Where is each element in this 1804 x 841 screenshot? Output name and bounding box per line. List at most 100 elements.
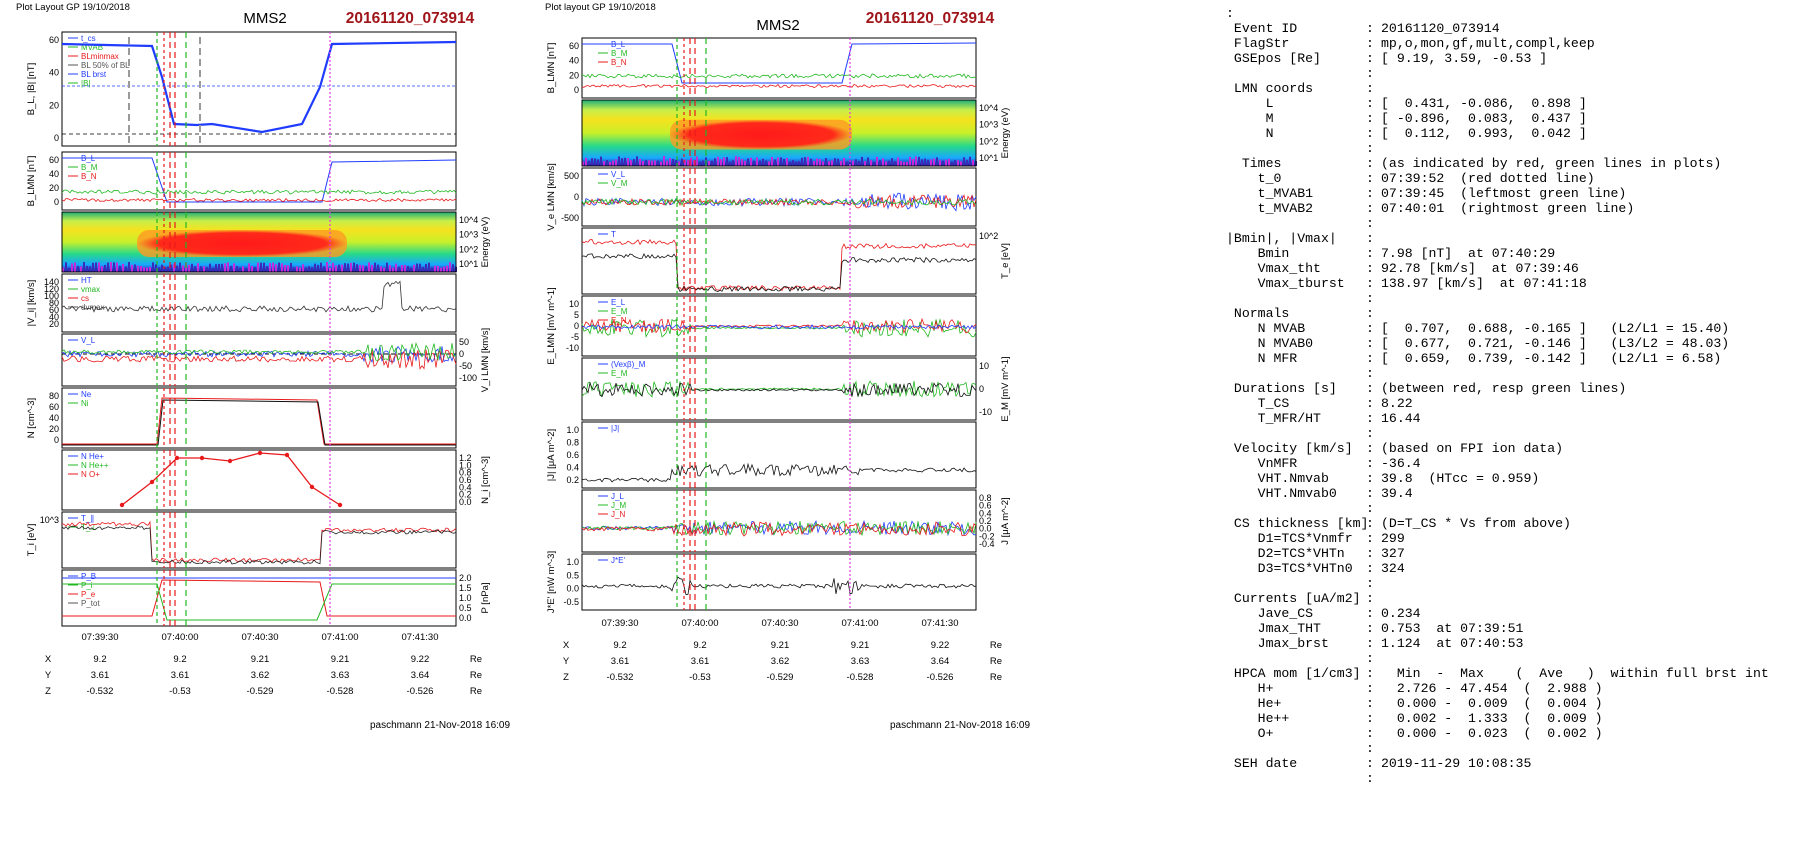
right-p1-noise-stripe <box>807 156 809 166</box>
right-p1-noise-stripe <box>711 160 713 166</box>
left-p2-noise-stripe <box>182 265 184 272</box>
left-p2-noise-stripe <box>290 262 292 272</box>
right-p2-ylabel: V_e LMN [km/s] <box>546 163 557 231</box>
right-pos-unit: Re <box>990 672 1002 683</box>
left-p-i-line <box>62 579 456 617</box>
summary-colon: : <box>1366 441 1374 456</box>
left-p5-tick-label: 20 <box>49 424 59 434</box>
left-p2-tick-label: 10^3 <box>459 230 478 240</box>
right-p1-noise-stripe <box>822 161 824 166</box>
right-p5-frame <box>581 357 977 421</box>
summary-colon: : <box>1366 111 1374 126</box>
summary-colon: : <box>1366 261 1374 276</box>
summary-colon: : <box>1366 681 1374 696</box>
right-pos-value: -0.529 <box>767 672 794 683</box>
left-p2-noise-stripe <box>203 266 205 272</box>
left-p2-noise-stripe <box>80 266 82 272</box>
right-p1-noise-stripe <box>660 161 662 166</box>
left-p2-noise-stripe <box>173 263 175 272</box>
summary-key: He+ <box>1226 696 1282 711</box>
left-p2-noise-stripe <box>68 267 70 272</box>
right-p1-noise-stripe <box>750 157 752 166</box>
right-p1-noise-stripe <box>615 159 617 166</box>
left-p2-noise-stripe <box>377 264 379 272</box>
summary-value: 299 <box>1381 531 1405 546</box>
left-p2-noise-stripe <box>257 262 259 272</box>
right-p1-tick-label: 10^4 <box>979 103 998 113</box>
right-p6-tick-label: 0.4 <box>566 463 579 473</box>
summary-value: 2019-11-29 10:08:35 <box>1381 756 1532 771</box>
left-p3-legend-entry: vmax <box>81 285 100 294</box>
left-p2-noise-stripe <box>425 263 427 272</box>
right-p1-noise-stripe <box>810 158 812 166</box>
summary-key: GSEpos [Re] <box>1226 51 1321 66</box>
right-p7-tick-label: 0.4 <box>979 508 992 518</box>
left-p6-tick-label: 0.6 <box>459 475 472 485</box>
left-p2-noise-stripe <box>254 267 256 272</box>
summary-value: 07:39:45 (leftmost green line) <box>1381 186 1627 201</box>
left-time-tick-label: 07:40:30 <box>242 632 279 643</box>
left-p6-tick-label: 0.8 <box>459 468 472 478</box>
right-p8-tick-label: 0.0 <box>566 584 579 594</box>
right-p6-tick-label: 0.8 <box>566 438 579 448</box>
right-p1-noise-stripe <box>858 160 860 166</box>
left-p2-noise-stripe <box>149 266 151 272</box>
left-p2-noise-stripe <box>446 265 448 272</box>
right-p1-noise-stripe <box>726 157 728 166</box>
left-vn-line <box>61 341 457 362</box>
right-p1-noise-stripe <box>951 161 953 166</box>
left-p2-noise-stripe <box>296 266 298 272</box>
summary-colon: : <box>1366 516 1374 531</box>
left-p5-frame <box>61 387 457 449</box>
right-p7-tick-label: 0.8 <box>979 493 992 503</box>
summary-key: T_CS <box>1226 396 1290 411</box>
left-p2-noise-stripe <box>101 266 103 272</box>
left-p8-legend-entry: P_B <box>81 572 96 581</box>
left-p2-noise-stripe <box>206 267 208 272</box>
right-p4-legend-entry: E_N <box>611 316 627 325</box>
right-p3-legend-entry: T <box>611 230 616 239</box>
left-p2-noise-stripe <box>440 267 442 272</box>
right-pos-value: 3.62 <box>771 656 790 667</box>
left-p4-ylabel: V_i LMN [km/s] <box>480 328 491 392</box>
right-p8-frame <box>581 553 977 611</box>
left-header: Plot Layout GP 19/10/2018 <box>16 2 130 13</box>
left-p2-noise-stripe <box>326 262 328 272</box>
right-p7-tick-label: -0.2 <box>979 531 995 541</box>
summary-colon: : <box>1366 501 1374 516</box>
left-pos-value: 3.63 <box>331 670 350 681</box>
right-spacecraft: MMS2 <box>756 17 799 34</box>
right-p1-noise-stripe <box>678 161 680 166</box>
summary-key: D1=TCS*Vnmfr <box>1226 531 1353 546</box>
right-pos-value: 3.64 <box>931 656 950 667</box>
right-p1-noise-stripe <box>639 158 641 166</box>
summary-colon: : <box>1366 711 1374 726</box>
summary-value: 8.22 <box>1381 396 1413 411</box>
right-p1-noise-stripe <box>633 159 635 166</box>
left-pos-unit: Re <box>470 670 482 681</box>
left-p2-noise-stripe <box>140 266 142 272</box>
summary-value: 07:39:52 (red dotted line) <box>1381 171 1595 186</box>
right-p1-noise-stripe <box>753 160 755 166</box>
left-pos-value: -0.532 <box>87 686 114 697</box>
right-p1-noise-stripe <box>609 161 611 166</box>
right-p1-noise-stripe <box>630 160 632 166</box>
summary-key: Event ID <box>1226 21 1298 36</box>
left-p2-noise-stripe <box>110 262 112 272</box>
left-p2-noise-stripe <box>98 262 100 272</box>
summary-key: D3=TCS*VHTn0 <box>1226 561 1353 576</box>
right-p1-noise-stripe <box>663 156 665 166</box>
right-p1-noise-stripe <box>888 160 890 166</box>
left-p2-noise-stripe <box>413 264 415 272</box>
left-he-pp-point <box>309 484 315 490</box>
left-he-pp-point <box>257 450 263 456</box>
summary-colon: : <box>1366 186 1374 201</box>
right-p1-noise-stripe <box>747 158 749 166</box>
left-p2-noise-stripe <box>113 262 115 272</box>
left-ne-line <box>62 397 456 445</box>
left-p2-noise-stripe <box>83 262 85 272</box>
right-p1-noise-stripe <box>585 157 587 166</box>
right-p1-noise-stripe <box>894 161 896 166</box>
right-p1-noise-stripe <box>597 159 599 166</box>
left-p2-noise-stripe <box>323 266 325 272</box>
